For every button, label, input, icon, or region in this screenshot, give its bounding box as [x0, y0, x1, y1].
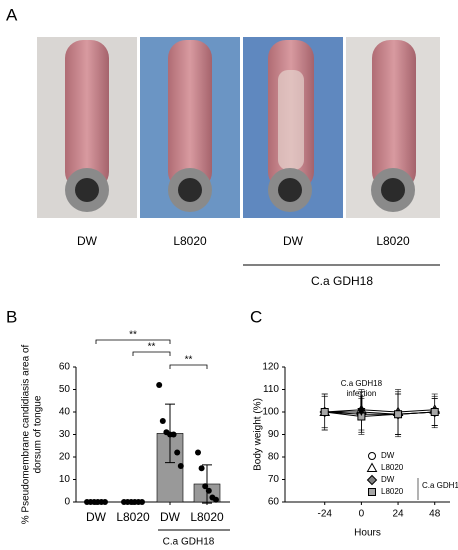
y-tick-label: 80 [268, 452, 280, 463]
group-label: C.a GDH18 [311, 274, 373, 288]
y-tick-label: 60 [59, 362, 71, 373]
x-tick-label: DW [160, 510, 181, 524]
legend-marker [366, 474, 378, 486]
y-tick-label: 0 [64, 497, 70, 508]
data-point [195, 449, 201, 456]
x-tick-label: -24 [317, 509, 332, 520]
annotation-arrowhead [357, 408, 366, 416]
y-tick-label: 30 [59, 429, 71, 440]
annotation: infection [346, 389, 376, 398]
y-tick-label: 90 [268, 429, 280, 440]
photo-label: L8020 [376, 234, 410, 248]
panel-label: A [6, 5, 18, 24]
legend-marker [368, 452, 376, 460]
x-tick-label: DW [86, 510, 107, 524]
photo [37, 37, 137, 218]
y-axis-label: % Pseudomembrane candidiasis area of [21, 345, 32, 525]
x-tick-label: 48 [429, 509, 441, 520]
photo [346, 37, 440, 218]
annotation: C.a GDH18 [341, 379, 383, 388]
significance-bracket [132, 351, 171, 356]
data-point [174, 449, 181, 456]
legend-label: DW [381, 475, 395, 484]
group-label: C.a GDH18 [163, 537, 215, 548]
significance-label: ** [148, 342, 156, 353]
significance-label: ** [129, 330, 137, 341]
x-tick-label: 0 [359, 509, 365, 520]
y-tick-label: 40 [59, 407, 71, 418]
data-point [159, 418, 166, 424]
data-point [213, 496, 219, 503]
series-line [324, 411, 435, 418]
x-tick-label: 24 [392, 509, 404, 520]
legend-label: L8020 [381, 487, 404, 496]
significance-bracket [95, 339, 171, 344]
significance-label: ** [185, 355, 193, 366]
y-axis-label: Body weight (%) [253, 398, 264, 471]
marker [430, 408, 439, 416]
legend-group-label: C.a GDH18 [422, 481, 458, 490]
photo-label: L8020 [173, 234, 207, 248]
data-point [170, 431, 177, 438]
x-tick-label: L8020 [116, 510, 150, 524]
legend-marker [368, 488, 376, 496]
y-tick-label: 120 [262, 362, 279, 373]
y-tick-label: 70 [268, 474, 280, 485]
photo [243, 37, 343, 218]
y-tick-label: 10 [59, 474, 71, 485]
y-tick-label: 20 [59, 452, 71, 463]
data-point [202, 483, 209, 490]
photo [140, 37, 240, 218]
data-point [177, 463, 184, 469]
x-axis-label: Hours [354, 528, 381, 539]
legend-marker [366, 462, 378, 472]
data-point [102, 499, 108, 505]
legend-label: L8020 [381, 463, 404, 472]
panel-label: B [6, 307, 17, 326]
photo-label: DW [77, 234, 98, 248]
data-point [205, 487, 212, 494]
data-point [156, 382, 163, 388]
y-tick-label: 110 [263, 384, 279, 395]
y-tick-label: 60 [268, 497, 280, 508]
data-point [139, 499, 145, 505]
legend-label: DW [381, 451, 395, 460]
marker [394, 410, 403, 419]
significance-bracket [169, 364, 208, 369]
y-tick-label: 100 [262, 407, 279, 418]
photo-label: DW [283, 234, 304, 248]
series-line [324, 409, 435, 413]
marker [320, 408, 329, 416]
y-axis-label: dorsum of tongue [33, 395, 44, 473]
panel-label: C [250, 307, 262, 326]
x-tick-label: L8020 [190, 510, 224, 524]
data-point [198, 465, 205, 472]
y-tick-label: 50 [59, 384, 71, 395]
